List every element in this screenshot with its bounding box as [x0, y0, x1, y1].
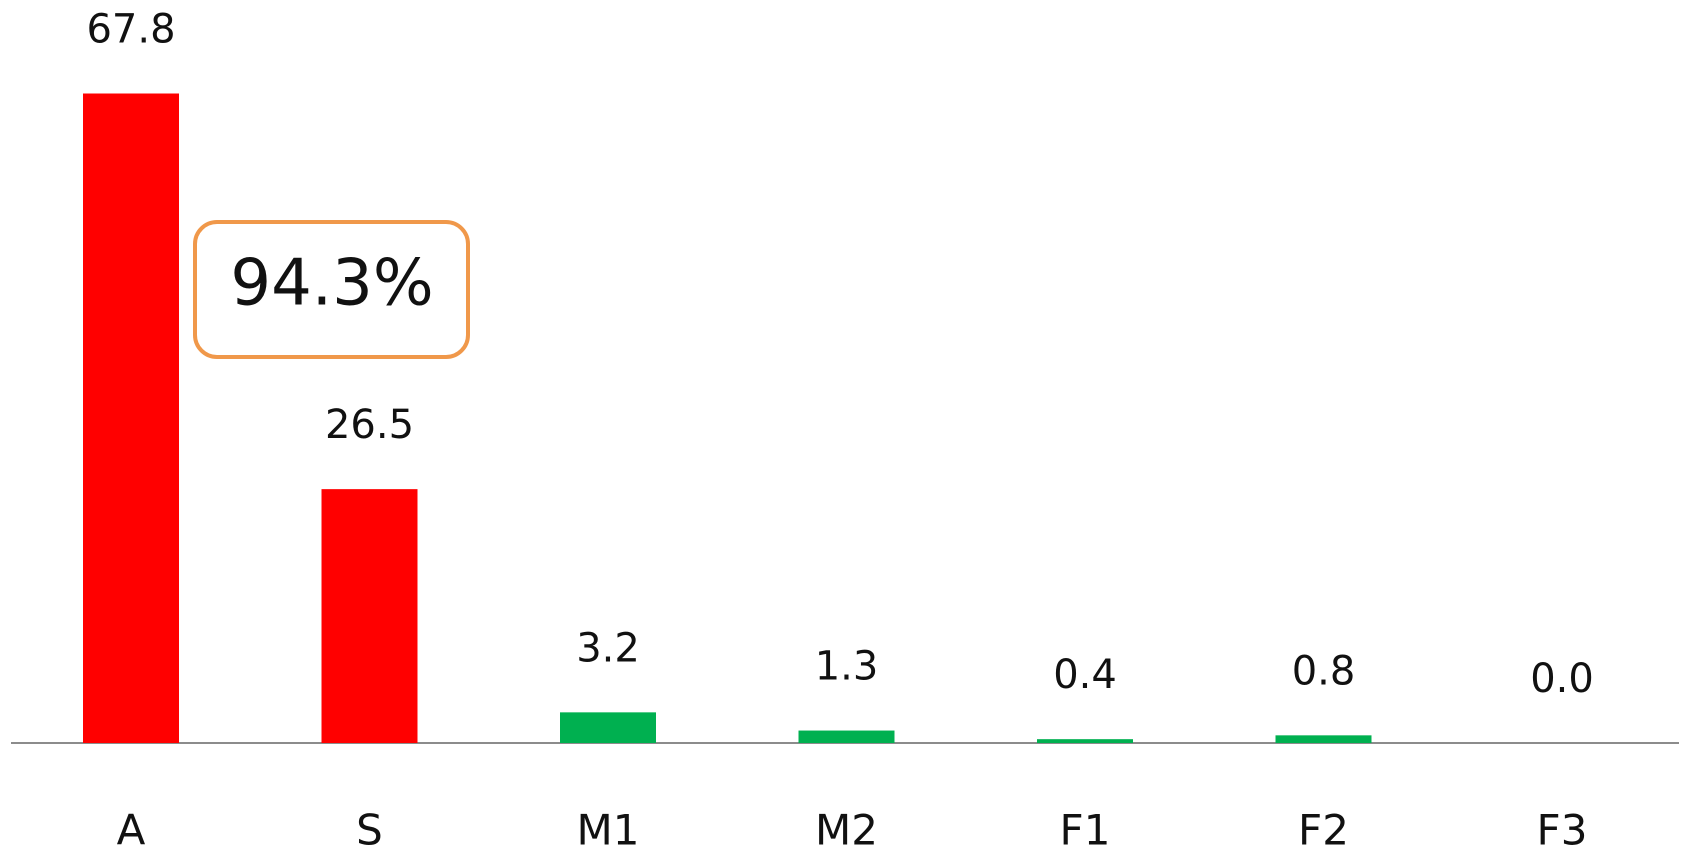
x-tick-label: F1 — [1060, 806, 1111, 855]
x-tick-label: F2 — [1298, 806, 1349, 855]
value-label: 0.8 — [1292, 648, 1356, 694]
annotation: 94.3% — [230, 247, 433, 321]
x-tick-label: S — [356, 806, 383, 855]
annotation-box — [193, 220, 470, 359]
bar — [560, 712, 656, 743]
value-label: 3.2 — [576, 625, 640, 671]
x-tick-label: F3 — [1537, 806, 1588, 855]
bar — [321, 489, 418, 743]
value-label: 67.8 — [86, 7, 175, 53]
value-label: 1.3 — [815, 644, 879, 690]
bar — [1037, 739, 1133, 743]
x-tick-label: A — [117, 806, 146, 855]
value-label: 0.0 — [1530, 656, 1594, 702]
x-tick-label: M1 — [577, 806, 640, 855]
bar — [798, 730, 895, 743]
x-tick-label: M2 — [815, 806, 878, 855]
value-label: 0.4 — [1053, 652, 1117, 698]
bar — [1275, 735, 1372, 743]
bar — [83, 93, 179, 743]
value-label: 26.5 — [325, 402, 414, 448]
